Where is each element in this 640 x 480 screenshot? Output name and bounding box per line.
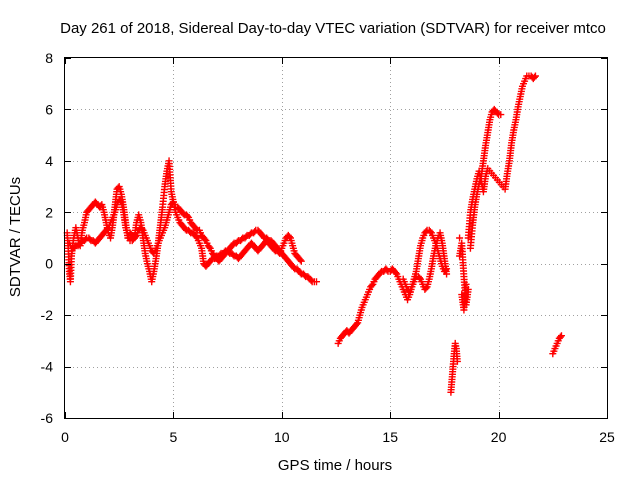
- data-point: [557, 332, 565, 340]
- data-point: [86, 235, 94, 243]
- data-point: [376, 269, 384, 277]
- data-point: [131, 233, 139, 241]
- data-point: [297, 257, 305, 265]
- data-point: [229, 251, 237, 259]
- data-point: [285, 233, 293, 241]
- data-point: [368, 282, 376, 290]
- data-point: [238, 235, 246, 243]
- chart-title: Day 261 of 2018, Sidereal Day-to-day VTE…: [60, 20, 606, 37]
- data-point: [301, 271, 309, 279]
- data-point: [192, 233, 200, 241]
- data-point: [296, 256, 304, 264]
- data-point: [225, 248, 233, 256]
- x-tick-label: 5: [170, 429, 178, 445]
- data-point: [556, 333, 564, 341]
- axis-ticks: 0 5 10 15 20 25 -6 -4 -2 0 2 4 6 8: [41, 50, 615, 445]
- data-point: [456, 234, 464, 242]
- data-point: [216, 251, 224, 259]
- data-point: [103, 225, 111, 233]
- data-point: [497, 111, 505, 119]
- y-tick-label: 4: [45, 153, 53, 169]
- grid-lines: [65, 58, 607, 418]
- x-tick-label: 10: [274, 429, 290, 445]
- data-point: [307, 276, 315, 284]
- data-point: [415, 274, 423, 282]
- data-point: [462, 280, 470, 288]
- data-point: [453, 357, 461, 365]
- data-point: [205, 243, 213, 251]
- y-tick-label: 8: [45, 50, 53, 66]
- data-point: [183, 212, 191, 220]
- y-tick-label: 6: [45, 101, 53, 117]
- series-mtco-3: [334, 226, 451, 347]
- y-tick-label: 0: [45, 256, 53, 272]
- data-point: [392, 269, 400, 277]
- y-tick-label: -4: [41, 359, 54, 375]
- data-point: [192, 225, 200, 233]
- data-point: [138, 225, 146, 233]
- data-point: [246, 230, 254, 238]
- y-tick-label: -6: [41, 410, 54, 426]
- data-point: [270, 246, 278, 254]
- data-point: [186, 228, 194, 236]
- data-point: [181, 225, 189, 233]
- data-point: [201, 235, 209, 243]
- plot-frame: [64, 57, 608, 419]
- data-point: [443, 270, 451, 278]
- data-point: [233, 238, 241, 246]
- data-points: [63, 72, 565, 396]
- data-point: [168, 199, 176, 207]
- series-mtco-1: [63, 157, 320, 286]
- data-point: [422, 284, 430, 292]
- data-point: [71, 243, 79, 251]
- data-point: [494, 109, 502, 117]
- x-axis-label: GPS time / hours: [278, 457, 392, 474]
- series-mtco-5: [447, 105, 505, 396]
- series-mtco-4: [399, 229, 451, 296]
- series-mtco-6: [456, 72, 565, 358]
- data-point: [229, 240, 237, 248]
- y-tick-label: 2: [45, 204, 53, 220]
- data-point: [312, 278, 320, 286]
- data-point: [531, 72, 539, 80]
- y-tick-label: -2: [41, 307, 54, 323]
- data-point: [179, 210, 187, 218]
- data-point: [426, 228, 434, 236]
- series-mtco-2: [65, 195, 305, 270]
- data-point: [290, 264, 298, 272]
- x-tick-label: 0: [61, 429, 69, 445]
- x-tick-label: 25: [599, 429, 615, 445]
- data-point: [242, 233, 250, 241]
- data-point: [296, 269, 304, 277]
- x-tick-label: 15: [382, 429, 398, 445]
- y-axis-label: SDTVAR / TECUs: [7, 177, 24, 297]
- data-point: [116, 197, 124, 205]
- data-point: [207, 256, 215, 264]
- data-point: [77, 238, 85, 246]
- data-point: [353, 320, 361, 328]
- data-point: [530, 73, 538, 81]
- x-tick-label: 20: [491, 429, 507, 445]
- data-point: [259, 233, 267, 241]
- data-point: [212, 253, 220, 261]
